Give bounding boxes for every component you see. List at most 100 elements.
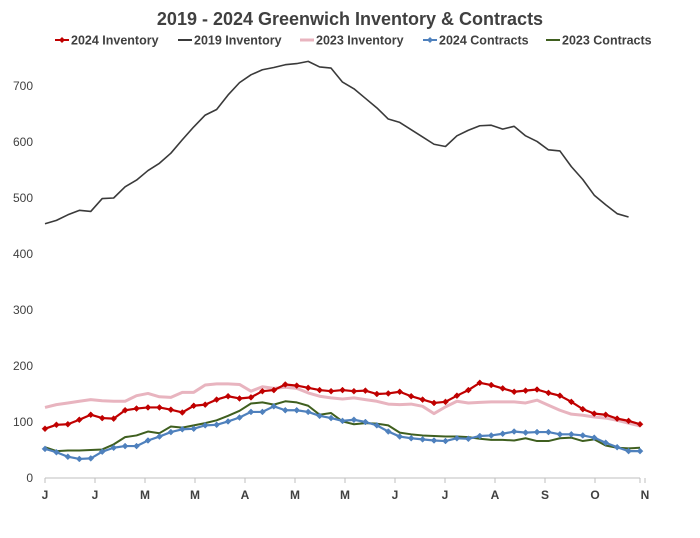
data-point-2024-inventory [178,409,186,416]
x-tick-label: J [442,488,449,502]
data-point-2024-inventory [75,416,83,424]
data-point-2024-inventory [407,392,415,400]
data-point-2024-contracts [316,412,323,420]
data-point-2024-inventory [110,415,118,422]
data-point-2024-contracts [144,437,152,444]
data-point-2024-inventory [499,385,507,392]
data-point-2024-inventory [293,382,301,389]
data-point-2024-contracts [304,408,312,416]
y-tick-label: 400 [13,247,33,261]
data-point-2024-inventory [476,379,484,387]
data-point-2024-inventory [87,411,95,419]
data-point-2024-inventory [64,420,72,428]
data-point-2024-inventory [247,394,255,401]
series-2019-inventory [44,60,629,225]
y-tick-label: 500 [13,191,33,205]
data-point-2024-inventory [613,415,621,422]
data-point-2024-contracts [636,447,644,455]
data-point-2024-inventory [556,392,564,400]
data-point-2024-contracts [247,408,255,416]
data-point-2024-inventory [201,401,209,408]
data-point-2024-inventory [167,406,175,414]
data-point-2024-contracts [499,430,507,438]
data-point-2024-inventory [156,404,163,411]
data-point-2024-contracts [407,434,415,442]
data-point-2024-contracts [465,435,472,443]
data-point-2024-inventory [144,404,152,411]
y-tick-label: 700 [13,79,33,93]
data-point-2024-contracts [522,429,529,436]
data-point-2024-contracts [270,402,278,410]
x-tick-label: O [590,488,599,502]
x-tick-label: A [491,488,500,502]
legend-item-2024-inventory: 2024 Inventory [55,34,159,48]
series-2024-contracts [41,402,644,463]
data-point-2024-contracts [602,439,610,447]
x-tick-label: M [190,488,200,502]
x-tick-label: M [340,488,350,502]
data-point-2024-contracts [293,406,301,414]
data-point-2024-contracts [110,444,118,452]
data-point-2024-contracts [121,442,129,450]
data-point-2024-inventory [339,386,346,394]
x-tick-label: S [541,488,549,502]
y-tick-label: 600 [13,135,33,149]
data-point-2024-inventory [533,386,541,393]
data-point-2024-contracts [98,448,106,456]
data-point-2024-contracts [259,408,266,416]
data-point-2024-contracts [224,418,232,425]
data-point-2024-inventory [224,392,232,400]
data-point-2024-contracts [487,432,495,439]
data-point-2024-inventory [453,392,461,400]
data-point-2024-inventory [373,390,381,398]
data-point-2024-inventory [213,396,220,403]
data-point-2024-contracts [510,428,518,435]
data-point-2024-inventory [121,406,129,414]
data-point-2024-inventory [567,398,575,406]
legend-marker [427,37,433,43]
data-point-2024-contracts [213,421,220,429]
data-point-2024-contracts [533,428,541,436]
legend-label: 2024 Contracts [439,34,529,48]
data-point-2024-inventory [522,387,529,394]
legend-item-2024-contracts: 2024 Contracts [423,34,529,48]
data-point-2024-contracts [327,414,335,422]
data-point-2024-contracts [625,447,632,455]
data-point-2024-inventory [281,381,289,388]
data-point-2024-contracts [236,414,243,421]
data-point-2024-contracts [64,453,72,461]
data-point-2024-inventory [442,398,449,406]
data-point-2024-contracts [419,436,426,443]
data-point-2024-inventory [304,384,312,392]
legend-item-2023-contracts: 2023 Contracts [546,34,652,48]
data-point-2024-contracts [613,443,621,451]
data-point-2024-inventory [430,399,438,407]
series-2023-inventory [44,382,641,428]
data-point-2024-contracts [41,445,49,453]
data-point-2024-contracts [178,425,186,433]
data-point-2024-contracts [579,432,587,439]
x-tick-label: J [392,488,399,502]
data-point-2024-inventory [625,417,632,425]
y-tick-label: 200 [13,359,33,373]
data-point-2024-inventory [384,390,392,397]
x-tick-label: J [42,488,49,502]
data-point-2024-inventory [636,420,644,428]
series-layer [41,60,644,463]
data-point-2024-contracts [453,434,461,442]
series-2024-inventory [41,379,644,433]
data-point-2024-inventory [579,405,587,413]
data-point-2024-contracts [545,428,552,436]
legend-item-2023-inventory: 2023 Inventory [300,34,404,48]
x-tick-label: M [290,488,300,502]
data-point-2024-contracts [75,455,83,463]
data-point-2024-contracts [430,437,438,444]
chart-title: 2019 - 2024 Greenwich Inventory & Contra… [157,9,543,29]
data-point-2024-inventory [362,387,369,394]
data-point-2024-contracts [362,418,369,426]
legend-label: 2019 Inventory [194,34,282,48]
data-point-2024-inventory [53,421,60,429]
